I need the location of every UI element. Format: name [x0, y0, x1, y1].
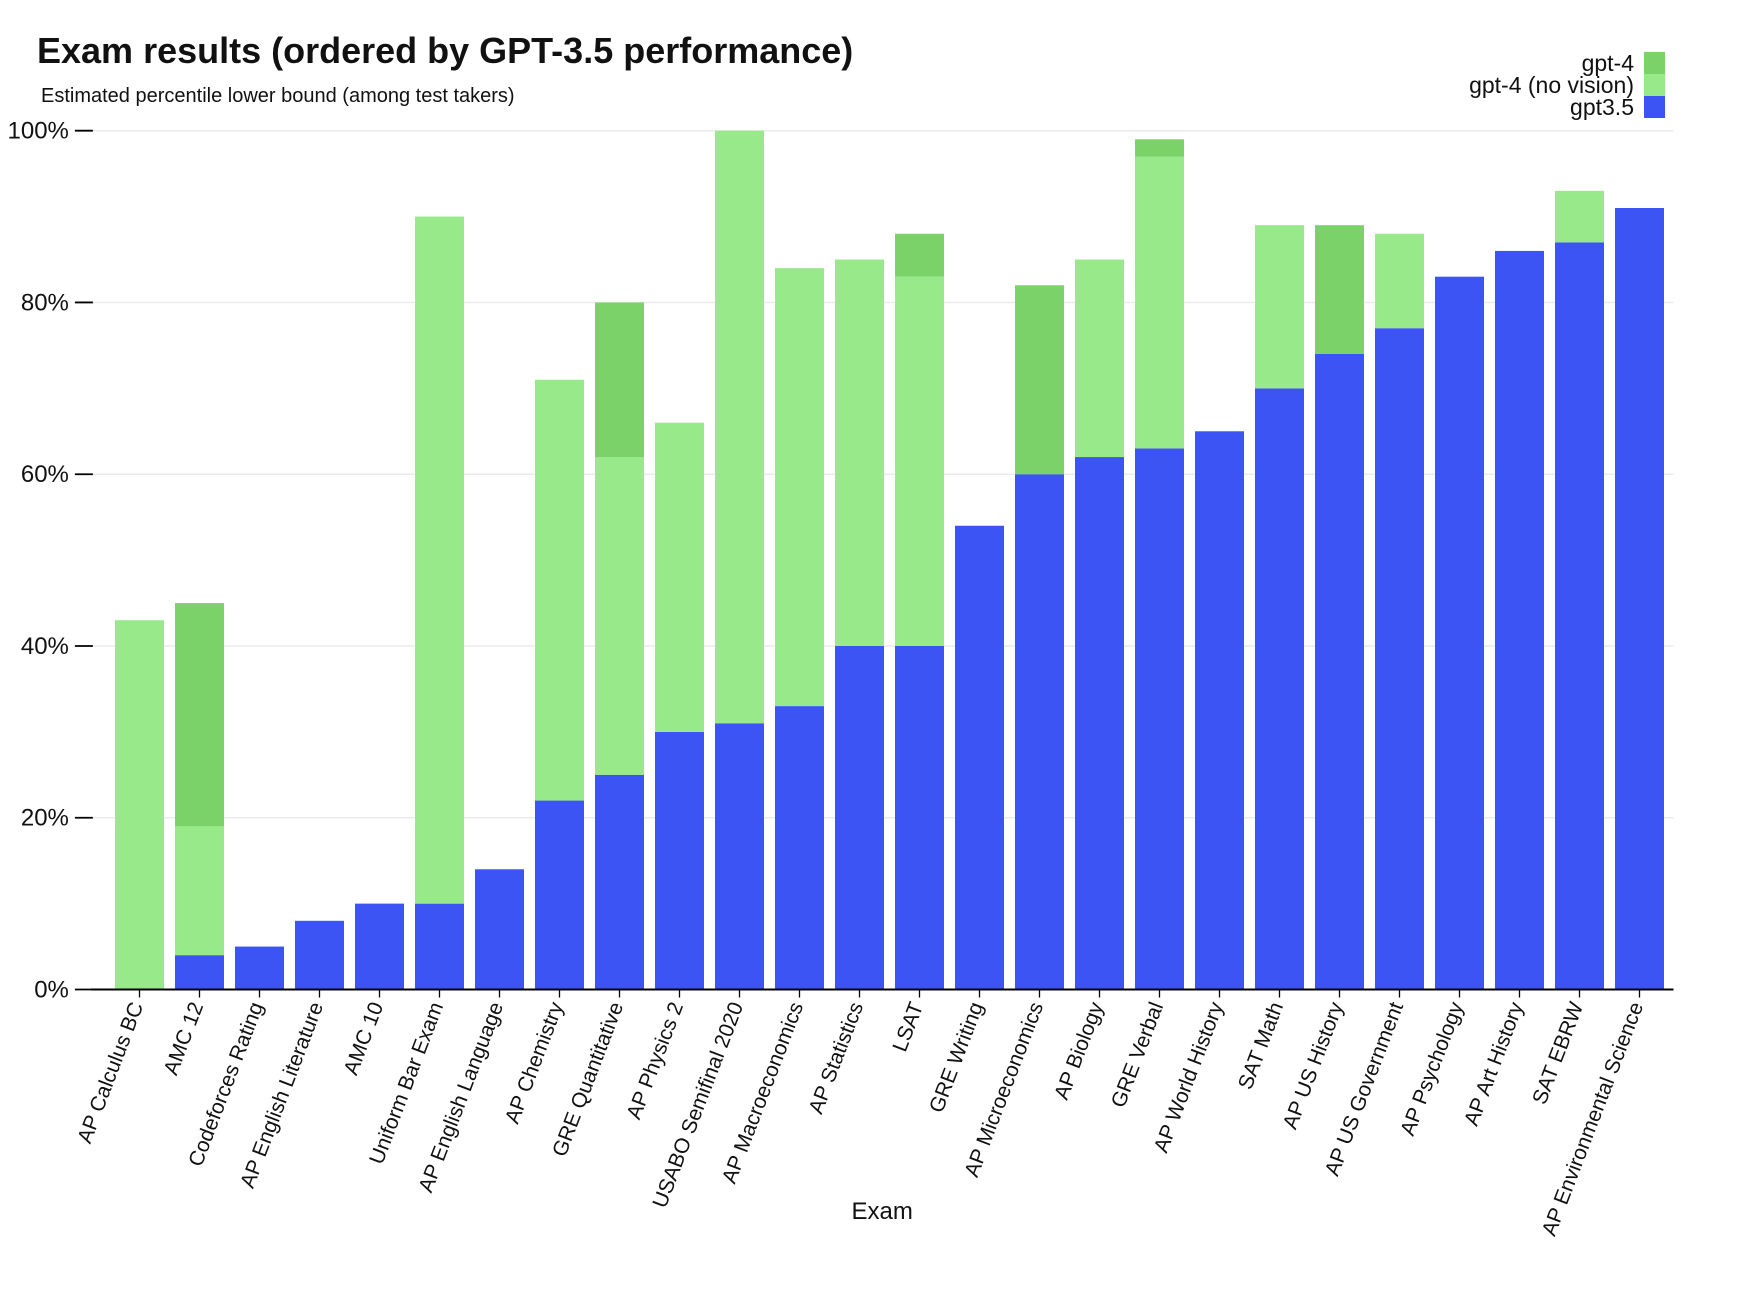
svg-text:Estimated percentile lower bou: Estimated percentile lower bound (among …	[41, 85, 515, 107]
svg-text:0%: 0%	[34, 977, 69, 1004]
svg-text:Exam results (ordered by GPT-3: Exam results (ordered by GPT-3.5 perform…	[37, 30, 853, 71]
svg-text:40%: 40%	[21, 633, 69, 660]
svg-text:Exam: Exam	[852, 1198, 913, 1225]
svg-text:80%: 80%	[21, 289, 69, 316]
svg-text:60%: 60%	[21, 461, 69, 488]
svg-text:100%: 100%	[8, 118, 69, 145]
svg-text:20%: 20%	[21, 805, 69, 832]
